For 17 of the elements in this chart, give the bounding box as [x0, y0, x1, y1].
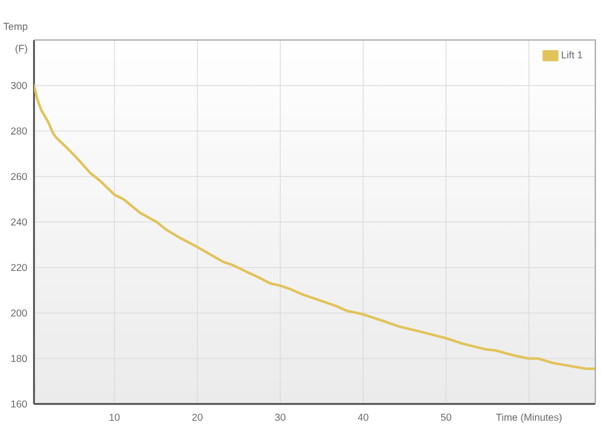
x-tick-label: 30 [275, 414, 286, 421]
x-tick-label: 20 [192, 414, 203, 421]
x-tick-label: 40 [358, 414, 368, 421]
text: Temp (F) [4, 22, 28, 54]
x-tick-label: 10 [110, 414, 120, 421]
y-tick-label: 160 [11, 400, 27, 408]
line-series [34, 84, 596, 370]
y-tick-label: 280 [11, 127, 27, 135]
y-tick-label: 300 [10, 82, 27, 90]
x-tick-label: 50 [440, 414, 452, 421]
y-tick-label: 260 [11, 172, 27, 180]
y-tick-label: 200 [11, 309, 27, 317]
y-tick-label: 180 [11, 354, 27, 362]
x-axis-title: Time (Minutes) [496, 413, 562, 423]
y-tick-label: 240 [11, 218, 27, 226]
y-tick-label: 220 [11, 264, 27, 272]
legend-label: Lift 1 [562, 51, 582, 58]
